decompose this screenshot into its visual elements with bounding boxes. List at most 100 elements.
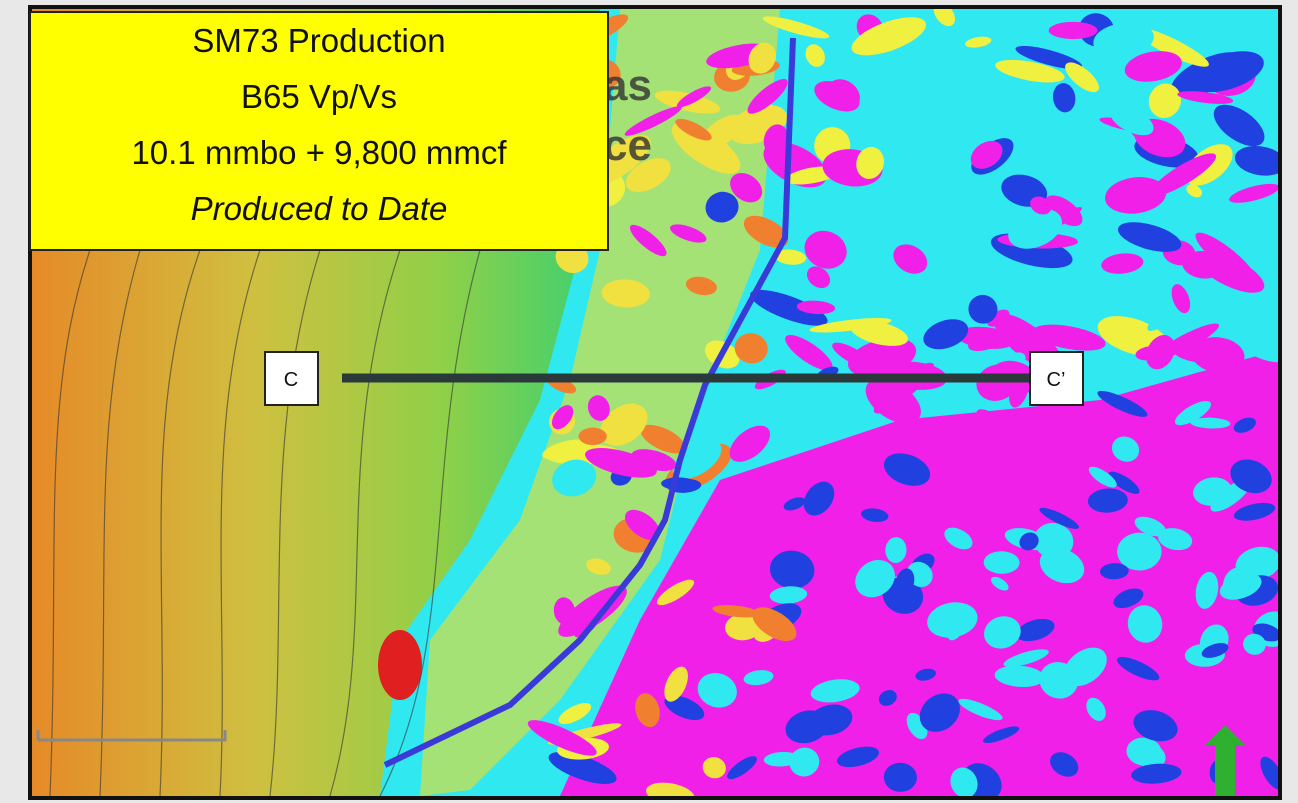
attribute-blob	[1039, 548, 1085, 584]
attribute-blob	[1177, 91, 1234, 104]
attribute-blob	[956, 326, 1016, 349]
attribute-blob	[1008, 208, 1063, 249]
attribute-blob	[923, 319, 969, 350]
info-line: B65 Vp/Vs	[241, 78, 397, 115]
attribute-blob	[1157, 528, 1193, 551]
attribute-blob	[855, 559, 895, 598]
attribute-blob	[805, 44, 825, 67]
attribute-blob	[1148, 83, 1182, 119]
attribute-blob	[1173, 340, 1241, 364]
attribute-blob	[762, 16, 830, 39]
attribute-blob	[656, 579, 695, 606]
attribute-blob	[1088, 466, 1117, 488]
info-note: Produced to Date	[191, 190, 448, 227]
map-label: as	[603, 61, 652, 110]
attribute-blob	[635, 693, 660, 728]
attribute-blob	[915, 668, 936, 681]
attribute-blob	[789, 747, 820, 777]
attribute-blob	[1195, 571, 1219, 609]
attribute-blob	[1050, 752, 1079, 777]
attribute-blob	[747, 79, 788, 114]
attribute-blob	[702, 757, 726, 779]
attribute-blob	[1105, 177, 1167, 214]
attribute-blob	[646, 782, 695, 796]
attribute-blob	[1135, 743, 1166, 769]
attribute-blob	[883, 453, 931, 486]
attribute-blob	[1015, 45, 1083, 70]
attribute-blob	[750, 289, 828, 326]
attribute-blob	[712, 605, 761, 618]
attribute-blob	[1131, 763, 1182, 784]
attribute-blob	[885, 537, 907, 564]
attribute-blob	[871, 225, 895, 255]
attribute-blob	[933, 9, 956, 27]
attribute-blob	[734, 333, 768, 364]
attribute-blob	[629, 224, 667, 257]
attribute-blob	[1045, 195, 1083, 227]
attribute-blob	[664, 695, 705, 721]
label-box	[1029, 351, 1084, 406]
attribute-blob	[976, 409, 1033, 457]
attribute-blob	[810, 679, 860, 703]
attribute-blob	[1196, 252, 1265, 293]
attribute-blob	[743, 670, 774, 686]
attribute-blob	[804, 230, 847, 269]
attribute-blob	[578, 427, 607, 446]
attribute-blob	[1147, 311, 1172, 331]
section-end: C’	[1047, 369, 1066, 391]
attribute-blob	[1016, 618, 1055, 642]
attribute-blob	[664, 666, 688, 702]
attribute-blob	[585, 448, 657, 478]
attribute-blob	[697, 672, 737, 708]
attribute-blob	[827, 79, 861, 110]
attribute-blob	[748, 42, 776, 74]
attribute-blob	[1233, 502, 1276, 521]
attribute-blob	[548, 752, 617, 784]
attribute-blob	[705, 191, 739, 223]
attribute-blob	[1124, 51, 1182, 82]
attribute-blob	[1019, 532, 1039, 551]
attribute-blob	[1034, 426, 1069, 454]
attribute-blob	[1127, 605, 1163, 643]
attribute-blob	[552, 459, 597, 497]
info-line: SM73 Production	[192, 22, 445, 59]
attribute-blob	[624, 509, 661, 541]
attribute-blob	[600, 403, 648, 446]
info-line: 10.1 mmbo + 9,800 mmcf	[131, 134, 507, 171]
north-arrow	[1205, 725, 1245, 796]
attribute-blob	[1219, 573, 1262, 600]
attribute-blob	[1213, 486, 1230, 501]
info-box	[29, 11, 609, 251]
attribute-blob	[1039, 507, 1079, 529]
attribute-blob	[861, 508, 889, 523]
attribute-blob	[1048, 21, 1098, 40]
attribute-blob	[553, 597, 576, 625]
attribute-blob	[1076, 223, 1100, 248]
attribute-blob	[542, 439, 591, 460]
attribute-blob	[1065, 62, 1100, 93]
attribute-blob	[1109, 105, 1154, 136]
attribute-blob	[883, 762, 917, 792]
attribute-blob	[1030, 196, 1052, 215]
attribute-blob	[675, 118, 712, 141]
attribute-blob	[640, 424, 686, 454]
attribute-blob	[1101, 253, 1144, 274]
attribute-blob	[861, 50, 921, 80]
attribute-blob	[669, 224, 707, 243]
attribute-blob	[1117, 532, 1162, 571]
attribute-blob	[1260, 756, 1278, 790]
red-anomaly	[378, 630, 422, 700]
attribute-blob	[1099, 563, 1129, 580]
attribute-blob	[1171, 284, 1191, 314]
attribute-blob	[1087, 488, 1128, 513]
attribute-blob	[527, 720, 597, 756]
attribute-blob	[865, 378, 921, 424]
attribute-blob	[1111, 436, 1140, 462]
section-start: C	[284, 369, 298, 391]
attribute-blob	[1213, 104, 1265, 147]
attribute-blob	[729, 425, 771, 462]
attribute-blob	[836, 746, 880, 768]
attribute-blob	[991, 576, 1009, 591]
attribute-blob	[743, 215, 789, 248]
